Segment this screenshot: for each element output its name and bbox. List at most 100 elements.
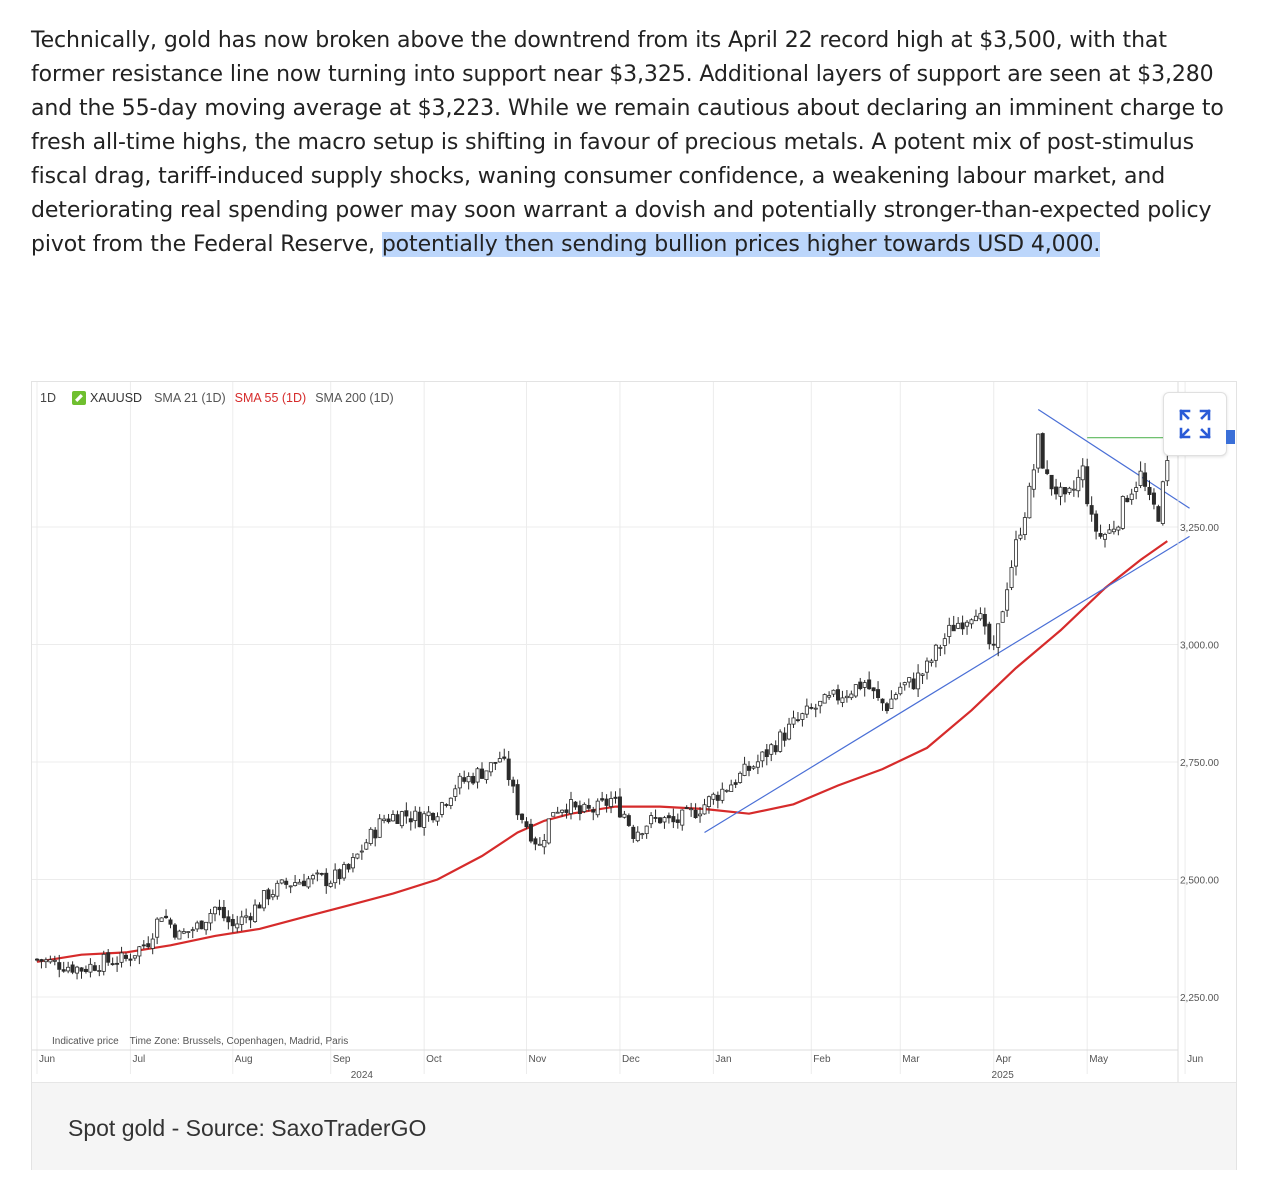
article-paragraph: Technically, gold has now broken above t… bbox=[31, 24, 1246, 262]
candle-body bbox=[751, 766, 756, 769]
candle-body bbox=[293, 882, 298, 887]
x-tick-label: Jun bbox=[39, 1054, 55, 1065]
candle-body bbox=[453, 788, 458, 797]
candle-body bbox=[48, 959, 53, 963]
candle-body bbox=[782, 732, 787, 741]
candle-body bbox=[640, 833, 645, 836]
candle-body bbox=[1085, 466, 1090, 505]
candle-body bbox=[907, 677, 912, 683]
chart-footnote: Indicative price Time Zone: Brussels, Co… bbox=[52, 1036, 348, 1047]
candle-body bbox=[484, 770, 489, 781]
chart-area: 2,250.00 2,500.00 2,750.00 3,000.00 3,250.00… bbox=[32, 382, 1236, 1082]
candle-body bbox=[884, 703, 889, 712]
candle-body bbox=[75, 966, 80, 974]
candle-body bbox=[880, 698, 885, 704]
candle-body bbox=[426, 811, 431, 817]
candle-body bbox=[978, 613, 983, 620]
candle-body bbox=[925, 660, 930, 673]
candle-body bbox=[942, 638, 947, 646]
timeframe-label[interactable]: 1D bbox=[40, 391, 56, 405]
candle-body bbox=[448, 797, 453, 806]
candle-body bbox=[195, 922, 200, 930]
candle-body bbox=[1165, 460, 1170, 482]
candle-body bbox=[1022, 517, 1027, 535]
symbol-pencil-icon[interactable] bbox=[71, 391, 86, 405]
figure-caption: Spot gold - Source: SaxoTraderGO bbox=[68, 1115, 427, 1141]
candle-body bbox=[902, 682, 907, 686]
candle-body bbox=[119, 952, 124, 963]
symbol-label[interactable]: XAUUSD bbox=[89, 391, 143, 405]
candle-body bbox=[315, 872, 320, 875]
candle-body bbox=[577, 805, 582, 815]
candle-body bbox=[769, 744, 774, 755]
candle-body bbox=[110, 963, 115, 966]
candle-body bbox=[778, 731, 783, 752]
candle-body bbox=[622, 813, 627, 818]
candle-body bbox=[159, 917, 164, 922]
candle-body bbox=[35, 958, 40, 961]
candle-body bbox=[186, 931, 191, 933]
candle-body bbox=[141, 944, 146, 947]
candle-body bbox=[350, 857, 355, 869]
candle-body bbox=[876, 689, 881, 699]
candle-body bbox=[706, 796, 711, 807]
candle-body bbox=[991, 643, 996, 646]
candle-body bbox=[181, 931, 186, 934]
candle-body bbox=[1111, 528, 1116, 533]
candle-body bbox=[1125, 497, 1130, 503]
candle-body bbox=[818, 700, 823, 707]
candle-body bbox=[190, 929, 195, 932]
candle-body bbox=[649, 815, 654, 825]
candle-body bbox=[217, 906, 222, 911]
candle-body bbox=[911, 678, 916, 690]
candle-body bbox=[279, 879, 284, 884]
sma55-line bbox=[36, 540, 1168, 963]
candle-body bbox=[1134, 487, 1139, 492]
candle-body bbox=[1014, 539, 1019, 567]
candle-body bbox=[115, 962, 120, 965]
candle-body bbox=[520, 813, 525, 820]
candle-body bbox=[831, 689, 836, 695]
candle-body bbox=[346, 863, 351, 870]
candle-body bbox=[996, 623, 1001, 648]
candle-body bbox=[471, 776, 476, 784]
x-tick-label: Jul bbox=[132, 1054, 145, 1065]
chart-legend: 1D XAUUSD SMA 21 (1D) SMA 55 (1D) SMA 20… bbox=[40, 391, 403, 405]
candle-body bbox=[898, 686, 903, 695]
candle-body bbox=[355, 853, 360, 859]
candle-body bbox=[795, 719, 800, 722]
candle-body bbox=[284, 880, 289, 885]
candle-body bbox=[675, 819, 680, 823]
y-tick-label: 2,250.00 bbox=[1180, 993, 1219, 1004]
candle-body bbox=[1062, 487, 1067, 495]
candle-body bbox=[1156, 506, 1161, 522]
candle-body bbox=[43, 959, 48, 963]
candle-body bbox=[1067, 487, 1072, 493]
candle-body bbox=[1116, 526, 1121, 531]
candle-body bbox=[1005, 589, 1010, 611]
caption-box: Spot gold - Source: SaxoTraderGO bbox=[32, 1082, 1236, 1170]
candle-body bbox=[177, 930, 182, 940]
candle-body bbox=[66, 966, 71, 972]
expand-chart-button[interactable] bbox=[1163, 392, 1227, 456]
candle-body bbox=[849, 693, 854, 699]
candle-body bbox=[1120, 496, 1125, 529]
candle-body bbox=[92, 965, 97, 971]
candle-body bbox=[631, 826, 636, 839]
candle-body bbox=[226, 916, 231, 923]
candle-body bbox=[569, 799, 574, 814]
sma200-label[interactable]: SMA 200 (1D) bbox=[315, 391, 394, 405]
candle-body bbox=[124, 954, 129, 959]
candle-body bbox=[698, 813, 703, 817]
candle-body bbox=[106, 952, 111, 963]
candle-body bbox=[132, 955, 137, 959]
candle-body bbox=[172, 924, 177, 938]
candle-body bbox=[150, 938, 155, 949]
candle-body bbox=[1000, 611, 1005, 623]
sma21-label[interactable]: SMA 21 (1D) bbox=[154, 391, 226, 405]
candle-body bbox=[537, 843, 542, 846]
candle-body bbox=[79, 967, 84, 972]
candle-body bbox=[658, 817, 663, 824]
candle-body bbox=[1147, 487, 1152, 495]
sma55-label[interactable]: SMA 55 (1D) bbox=[234, 391, 307, 405]
